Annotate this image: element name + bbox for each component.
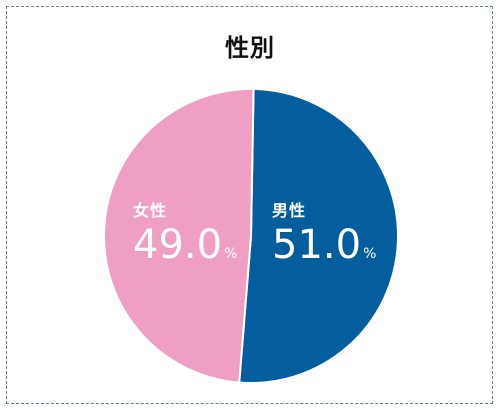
slice-label-female: 女性 49.0 % — [133, 201, 238, 268]
chart-frame — [6, 6, 493, 404]
slice-name-female: 女性 — [133, 201, 168, 220]
slice-unit-male: % — [363, 246, 377, 262]
slice-value-male: 51.0 — [272, 222, 362, 268]
slice-value-female: 49.0 — [133, 222, 223, 268]
slice-name-male: 男性 — [272, 201, 307, 220]
slice-unit-female: % — [224, 246, 238, 262]
pie-slice-male — [238, 88, 399, 384]
chart-title: 性別 — [225, 34, 275, 62]
slice-label-male: 男性 51.0 % — [272, 201, 377, 268]
pie-slice-female — [103, 88, 255, 384]
